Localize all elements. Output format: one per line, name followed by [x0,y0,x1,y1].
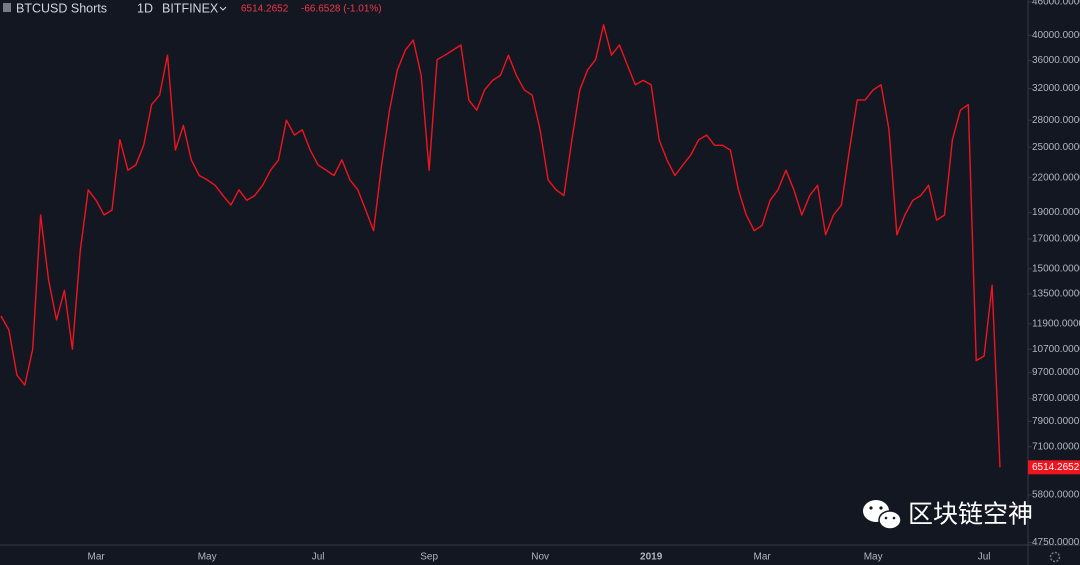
x-tick-label: May [198,552,217,563]
x-tick-label: 2019 [640,552,663,563]
x-tick-label: Mar [88,552,106,563]
settings-gear[interactable] [1049,551,1061,563]
wechat-icon [863,500,902,530]
y-tick-label: 5800.0000 [1032,490,1080,501]
exchange[interactable]: BITFINEX [162,1,219,15]
x-tick-label: Jul [312,552,325,563]
y-tick-label: 9700.0000 [1032,367,1080,378]
y-tick-label: 7900.0000 [1032,416,1080,427]
y-tick-label: 40000.0000 [1032,30,1080,41]
price-line [0,24,1001,468]
x-tick-label: Sep [420,552,438,563]
y-tick-label: 13500.0000 [1032,289,1080,300]
change: -66.6528 (-1.01%) [301,4,382,15]
watermark: 区块链空神 [908,501,1033,529]
y-tick-label: 46000.0000 [1032,0,1080,8]
symbol[interactable]: BTCUSD Shorts [16,1,107,15]
last-price-box [1028,460,1080,475]
y-tick-label: 28000.0000 [1032,115,1080,126]
x-tick-label: Nov [531,552,549,563]
y-tick-label: 10700.0000 [1032,344,1080,355]
y-tick-label: 17000.0000 [1032,234,1080,245]
y-tick-label: 15000.0000 [1032,263,1080,274]
dropdown-chevron[interactable] [219,6,227,11]
x-tick-label: Jul [978,552,991,563]
interval[interactable]: 1D [137,1,153,15]
y-tick-label: 7100.0000 [1032,441,1080,452]
y-tick-label: 25000.0000 [1032,142,1080,153]
y-tick-label: 22000.0000 [1032,172,1080,183]
y-tick-label: 11900.0000 [1032,319,1080,330]
y-tick-label: 4750.0000 [1032,537,1080,548]
last-value: 6514.2652 [241,4,289,15]
y-tick-label: 32000.0000 [1032,83,1080,94]
x-tick-label: May [864,552,883,563]
y-tick-label: 19000.0000 [1032,207,1080,218]
symbol-icon[interactable] [3,3,11,12]
last-price-label: 6514.2652 [1032,462,1080,473]
y-tick-label: 36000.0000 [1032,55,1080,66]
y-tick-label: 8700.0000 [1032,393,1080,404]
x-tick-label: Mar [754,552,772,563]
